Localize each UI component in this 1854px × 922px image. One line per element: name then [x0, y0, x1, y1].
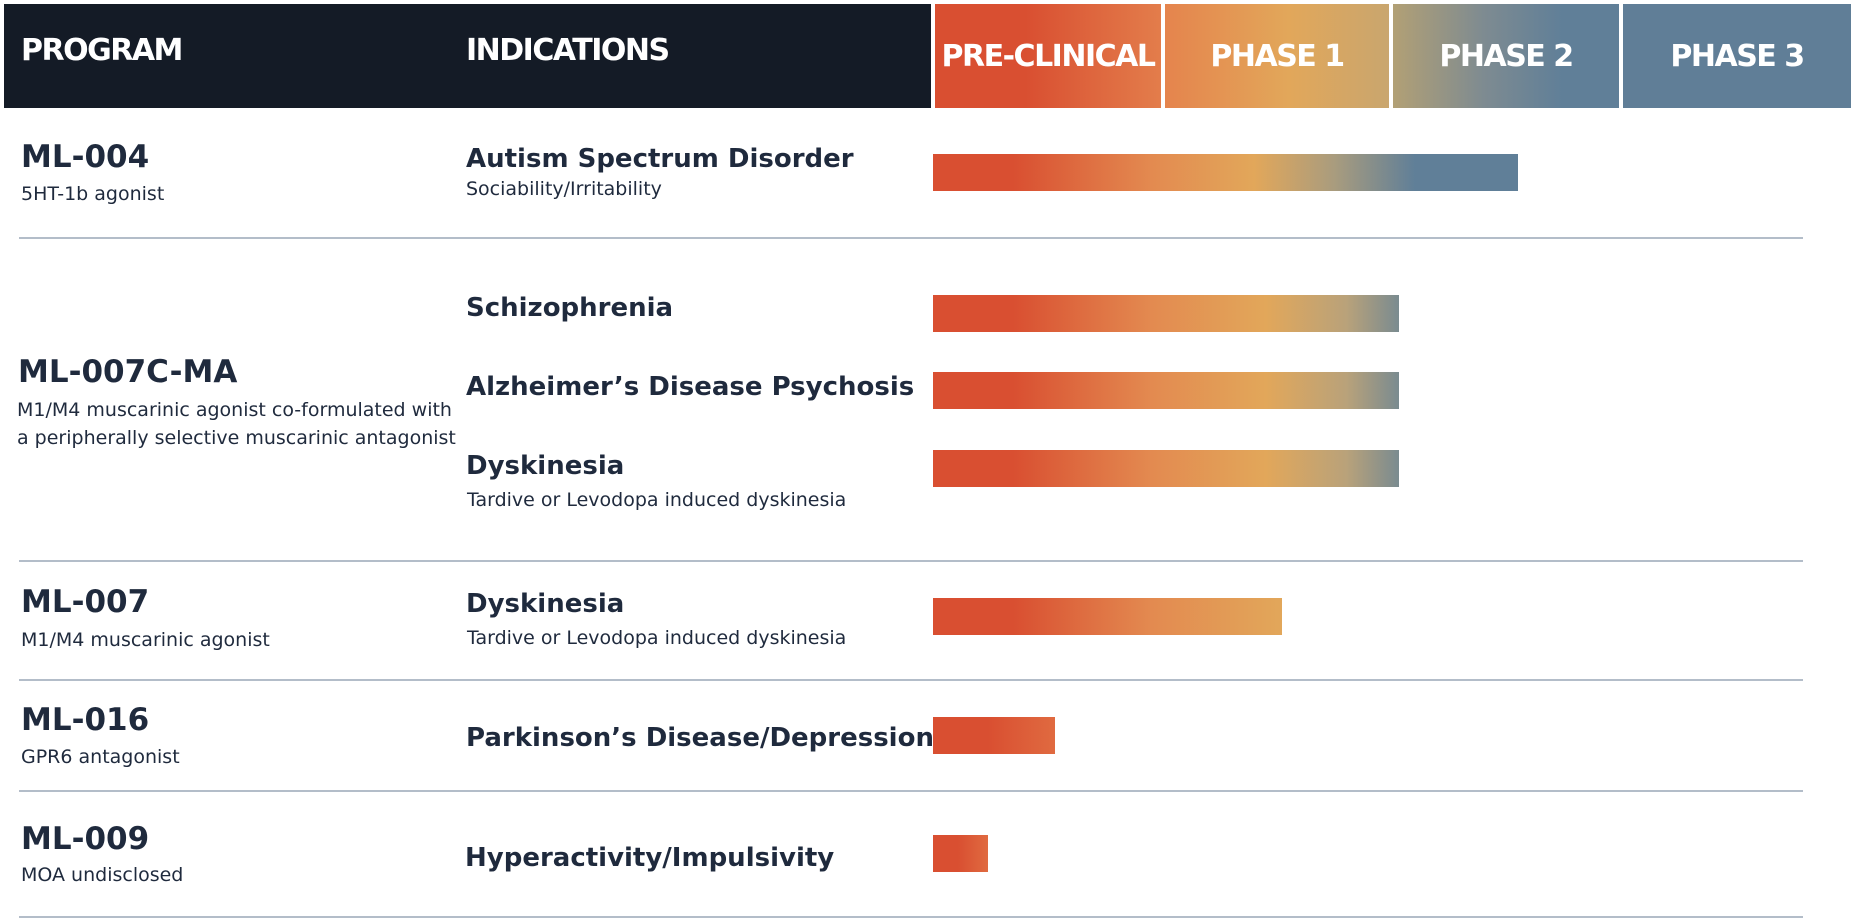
phase-header-phase3: PHASE 3 [1623, 4, 1851, 108]
indication-name: Autism Spectrum Disorder [466, 144, 854, 174]
row-divider [19, 679, 1803, 681]
program-name: ML-004 [21, 139, 150, 175]
program-column-header: PROGRAM [21, 33, 183, 68]
progress-bar [933, 372, 1399, 409]
program-name: ML-007C-MA [18, 354, 238, 390]
row-divider [19, 560, 1803, 562]
indication-name: Dyskinesia [466, 589, 625, 619]
indication-name: Alzheimer’s Disease Psychosis [466, 372, 915, 402]
program-name: ML-007 [21, 584, 150, 620]
program-description: M1/M4 muscarinic agonist co-formulated w… [17, 399, 456, 449]
program-name: ML-009 [21, 821, 150, 857]
program-name: ML-016 [21, 702, 150, 738]
program-description: MOA undisclosed [21, 864, 184, 886]
progress-bar [933, 717, 1055, 754]
indications-column-header: INDICATIONS [466, 33, 670, 68]
progress-bar [933, 295, 1399, 332]
phase-header-preclinical: PRE-CLINICAL [935, 4, 1161, 108]
indication-name: Hyperactivity/Impulsivity [465, 843, 835, 873]
indication-name: Parkinson’s Disease/Depression [466, 723, 934, 753]
phase-header-phase2: PHASE 2 [1393, 4, 1619, 108]
progress-bar [933, 450, 1399, 487]
program-description: 5HT-1b agonist [21, 183, 165, 205]
indication-name: Schizophrenia [466, 293, 674, 323]
indication-name: Dyskinesia [466, 451, 625, 481]
program-description: M1/M4 muscarinic agonist [21, 629, 270, 651]
row-divider [19, 237, 1803, 239]
indication-subtitle: Tardive or Levodopa induced dyskinesia [467, 489, 847, 511]
progress-bar [933, 154, 1519, 191]
header-bar [4, 4, 931, 108]
progress-bar [933, 835, 989, 872]
progress-bar [933, 598, 1282, 635]
indication-subtitle: Tardive or Levodopa induced dyskinesia [467, 627, 847, 649]
row-divider [19, 916, 1803, 918]
program-description: GPR6 antagonist [21, 746, 180, 768]
row-divider [19, 790, 1803, 792]
phase-header-phase1: PHASE 1 [1165, 4, 1389, 108]
indication-subtitle: Sociability/Irritability [466, 178, 662, 200]
